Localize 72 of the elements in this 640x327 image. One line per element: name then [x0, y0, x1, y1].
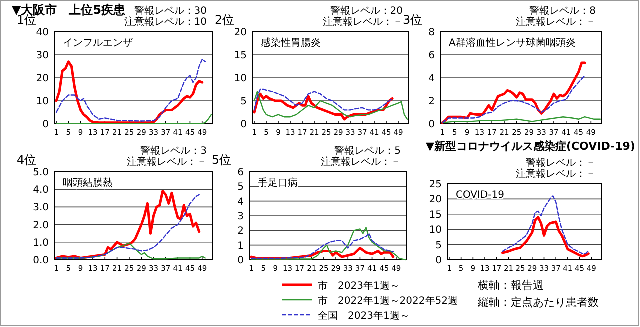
y-tick-label: 3.0 — [33, 202, 49, 214]
y-tick-label: 1 — [238, 240, 244, 252]
text: 注意報レベル：－ — [321, 156, 401, 168]
text: COVID-19 — [456, 190, 505, 201]
text: 警報レベル：5 — [334, 145, 401, 157]
text: インフルエンザ — [63, 38, 133, 49]
chart-subtitle: 4位 — [17, 153, 37, 167]
line-series — [56, 114, 212, 124]
text: 警報レベル：8 — [530, 5, 596, 17]
y-tick-label: 30 — [36, 50, 49, 62]
y-tick-label: 5 — [240, 96, 247, 108]
y-tick-label: 25 — [429, 180, 442, 190]
y-tick-label: 0 — [238, 256, 244, 266]
legend-label: 市 2022年1週～2022年52週 — [318, 295, 458, 307]
y-tick-label: 4 — [238, 196, 244, 208]
line-series — [502, 216, 590, 258]
y-tick-label: 2 — [428, 96, 435, 108]
text: 警報レベル：3 — [140, 145, 207, 157]
text: 横軸：報告週 — [478, 279, 544, 292]
y-tick-label: 3 — [238, 212, 244, 222]
chart-subtitle: 3位 — [403, 13, 423, 27]
y-tick-label: 15 — [429, 210, 442, 221]
y-tick-label: 6 — [238, 168, 244, 178]
y-tick-label: 6 — [428, 50, 435, 62]
legend-label: 市 2023年1週～ — [318, 280, 400, 292]
chart-subtitle: 5位 — [212, 153, 232, 167]
line-series — [442, 75, 586, 124]
text: 注意報レベル：－ — [323, 16, 403, 28]
line-series — [250, 227, 406, 261]
text: 注意報レベル：－ — [516, 168, 596, 180]
y-tick-label: 0.0 — [33, 256, 49, 266]
text: ▼新型コロナウイルス感染症(COVID-19) — [426, 140, 636, 153]
y-tick-label: 0 — [428, 120, 435, 130]
y-tick-label: 2 — [238, 226, 244, 238]
text: 警報レベル：30 — [134, 5, 207, 17]
text: 警報レベル：－ — [526, 157, 596, 169]
y-tick-label: 0 — [42, 120, 49, 130]
y-tick-label: 5 — [238, 182, 244, 194]
text: 注意報レベル：10 — [124, 16, 207, 28]
y-tick-label: 20 — [429, 194, 442, 206]
text: 注意報レベル：－ — [516, 16, 596, 28]
line-series — [254, 88, 394, 111]
text: 手足口病 — [258, 177, 298, 189]
y-tick-label: 5.0 — [33, 168, 49, 178]
y-tick-label: 4.0 — [33, 185, 49, 196]
text: 感染性胃腸炎 — [261, 37, 321, 49]
text: 縦軸：定点あたり患者数 — [477, 296, 599, 309]
legend-label: 全国 2023年1週～ — [318, 310, 410, 322]
y-tick-label: 10 — [36, 96, 49, 108]
y-tick-label: 20 — [234, 28, 247, 38]
y-tick-label: 4 — [428, 74, 435, 84]
line-series — [254, 91, 408, 120]
y-tick-label: 20 — [36, 74, 49, 84]
y-tick-label: 10 — [429, 225, 442, 236]
y-tick-label: 40 — [36, 28, 49, 38]
y-tick-label: 1.0 — [33, 238, 49, 249]
chart-subtitle: 2位 — [215, 13, 235, 27]
y-tick-label: 8 — [428, 28, 435, 38]
text: 注意報レベル：－ — [127, 156, 207, 168]
y-tick-label: 2.0 — [33, 220, 49, 232]
line-series — [502, 196, 590, 255]
text: 警報レベル：20 — [330, 5, 403, 17]
text: A群溶血性レンサ球菌咽頭炎 — [449, 37, 576, 49]
y-tick-label: 10 — [234, 74, 247, 84]
text: 咽頭結膜熱 — [63, 177, 113, 189]
text: ▼大阪市 上位5疾患 — [12, 3, 127, 17]
y-tick-label: 0 — [240, 120, 247, 130]
line-series — [441, 62, 586, 124]
y-tick-label: 5 — [436, 240, 442, 252]
line-series — [250, 233, 394, 260]
y-tick-label: 15 — [234, 50, 247, 62]
y-tick-label: 0 — [436, 256, 442, 266]
